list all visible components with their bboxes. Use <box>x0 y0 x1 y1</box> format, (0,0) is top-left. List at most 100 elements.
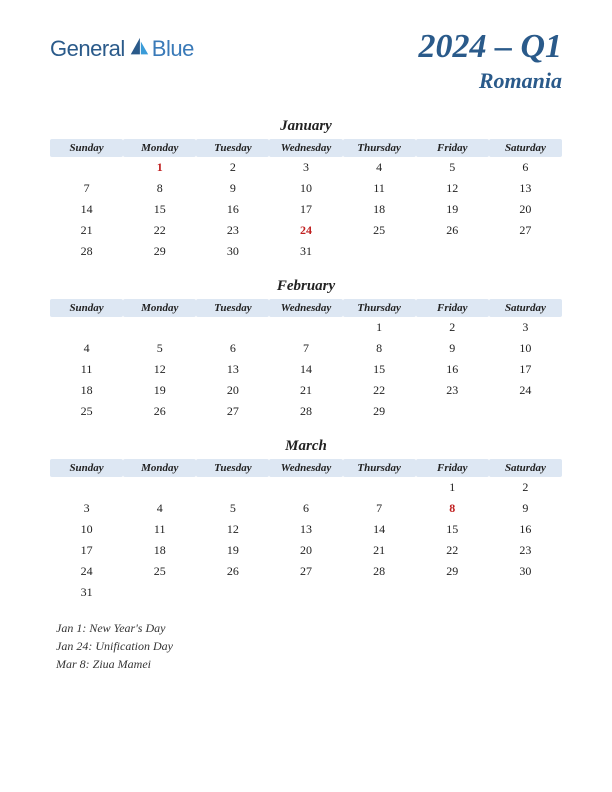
calendar-row: 28293031 <box>50 241 562 262</box>
calendar-row: 21222324252627 <box>50 220 562 241</box>
calendar-day <box>343 241 416 262</box>
calendar-day: 21 <box>343 540 416 561</box>
calendar-day: 25 <box>343 220 416 241</box>
weekday-header: Tuesday <box>196 139 269 157</box>
calendar-row: 123 <box>50 317 562 338</box>
calendar-day: 5 <box>123 338 196 359</box>
calendar-day: 10 <box>489 338 562 359</box>
weekday-header: Friday <box>416 299 489 317</box>
calendar-day: 24 <box>489 380 562 401</box>
month-block: MarchSundayMondayTuesdayWednesdayThursda… <box>50 438 562 603</box>
calendar-day: 20 <box>269 540 342 561</box>
calendar-day: 30 <box>489 561 562 582</box>
calendar-day: 24 <box>269 220 342 241</box>
calendar-day: 1 <box>123 157 196 178</box>
calendar-day: 8 <box>416 498 489 519</box>
calendar-row: 2526272829 <box>50 401 562 422</box>
header: General Blue 2024 – Q1 Romania <box>50 28 562 94</box>
calendar-day <box>196 582 269 603</box>
calendar-day: 12 <box>416 178 489 199</box>
calendar-day: 11 <box>343 178 416 199</box>
calendar-day: 1 <box>416 477 489 498</box>
calendar-day: 26 <box>123 401 196 422</box>
calendar-day: 4 <box>50 338 123 359</box>
weekday-header: Thursday <box>343 139 416 157</box>
calendar-table: SundayMondayTuesdayWednesdayThursdayFrid… <box>50 459 562 603</box>
calendar-day: 26 <box>416 220 489 241</box>
logo: General Blue <box>50 36 194 62</box>
calendar-day: 29 <box>123 241 196 262</box>
calendar-day <box>489 401 562 422</box>
holiday-entry: Mar 8: Ziua Mamei <box>56 655 562 673</box>
month-name: January <box>50 118 562 135</box>
calendar-day: 2 <box>196 157 269 178</box>
weekday-header: Friday <box>416 459 489 477</box>
weekday-header: Thursday <box>343 459 416 477</box>
calendar-day: 18 <box>343 199 416 220</box>
month-name: February <box>50 278 562 295</box>
calendar-row: 18192021222324 <box>50 380 562 401</box>
calendar-day <box>416 401 489 422</box>
calendar-day: 24 <box>50 561 123 582</box>
title-country: Romania <box>418 68 562 94</box>
weekday-header: Monday <box>123 139 196 157</box>
calendar-day: 27 <box>196 401 269 422</box>
calendar-day: 23 <box>416 380 489 401</box>
calendar-day: 5 <box>196 498 269 519</box>
calendar-day: 22 <box>416 540 489 561</box>
calendar-day: 9 <box>416 338 489 359</box>
calendar-day <box>343 477 416 498</box>
calendar-row: 17181920212223 <box>50 540 562 561</box>
calendar-row: 11121314151617 <box>50 359 562 380</box>
calendar-day: 1 <box>343 317 416 338</box>
weekday-header: Tuesday <box>196 459 269 477</box>
calendar-day: 2 <box>416 317 489 338</box>
calendar-day: 3 <box>50 498 123 519</box>
calendar-row: 123456 <box>50 157 562 178</box>
calendar-table: SundayMondayTuesdayWednesdayThursdayFrid… <box>50 139 562 262</box>
calendar-day: 28 <box>50 241 123 262</box>
logo-text-blue: Blue <box>152 36 194 62</box>
calendar-day: 9 <box>489 498 562 519</box>
weekday-header: Monday <box>123 459 196 477</box>
calendar-day: 27 <box>269 561 342 582</box>
calendar-day: 17 <box>489 359 562 380</box>
calendar-table: SundayMondayTuesdayWednesdayThursdayFrid… <box>50 299 562 422</box>
calendar-day: 23 <box>196 220 269 241</box>
calendar-day: 7 <box>269 338 342 359</box>
calendar-day: 27 <box>489 220 562 241</box>
calendar-day: 14 <box>50 199 123 220</box>
calendar-day: 29 <box>343 401 416 422</box>
holiday-list: Jan 1: New Year's DayJan 24: Unification… <box>50 619 562 673</box>
calendar-day <box>50 477 123 498</box>
calendar-day: 29 <box>416 561 489 582</box>
calendar-day: 8 <box>343 338 416 359</box>
calendar-day: 13 <box>269 519 342 540</box>
calendar-row: 24252627282930 <box>50 561 562 582</box>
calendar-day: 6 <box>269 498 342 519</box>
calendar-day: 2 <box>489 477 562 498</box>
calendar-day: 23 <box>489 540 562 561</box>
calendar-day: 4 <box>123 498 196 519</box>
calendar-day: 10 <box>269 178 342 199</box>
calendar-day: 20 <box>196 380 269 401</box>
calendar-day <box>269 477 342 498</box>
calendar-day <box>489 241 562 262</box>
calendar-day: 12 <box>123 359 196 380</box>
calendar-day: 11 <box>123 519 196 540</box>
calendar-day: 22 <box>343 380 416 401</box>
calendar-day <box>343 582 416 603</box>
months-container: January SundayMondayTuesdayWednesdayThurs… <box>50 118 562 603</box>
calendar-day: 12 <box>196 519 269 540</box>
logo-sail-icon <box>128 36 150 58</box>
calendar-day: 10 <box>50 519 123 540</box>
calendar-day: 14 <box>269 359 342 380</box>
calendar-day: 17 <box>50 540 123 561</box>
calendar-day: 5 <box>416 157 489 178</box>
calendar-day: 19 <box>123 380 196 401</box>
calendar-day: 26 <box>196 561 269 582</box>
calendar-day: 28 <box>269 401 342 422</box>
month-block: January SundayMondayTuesdayWednesdayThurs… <box>50 118 562 262</box>
calendar-day: 13 <box>489 178 562 199</box>
calendar-day <box>489 582 562 603</box>
